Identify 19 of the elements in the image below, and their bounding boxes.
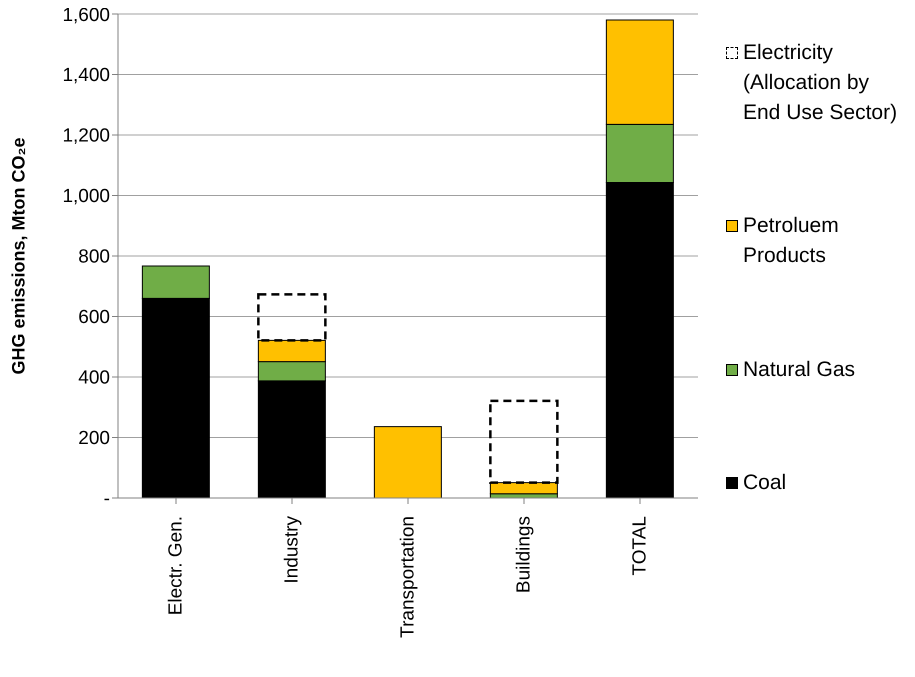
x-tick-label: Transportation — [398, 516, 418, 638]
y-tick-label: 1,200 — [62, 126, 110, 147]
y-tick-label: 200 — [78, 428, 110, 450]
legend-label: Petroluem Products — [743, 213, 840, 270]
x-tick-label: Electr. Gen. — [166, 516, 186, 616]
x-tick-label: Industry — [282, 516, 302, 584]
x-tick-label: TOTAL — [630, 516, 650, 576]
y-axis-title: GHG emissions, Mton CO₂e — [8, 137, 28, 375]
y-tick-label: 400 — [78, 368, 110, 389]
y-tick-label: 600 — [78, 307, 110, 328]
y-tick-label: 800 — [78, 246, 110, 268]
legend-label: Electricity (Allocation by End Use Sector) — [743, 40, 898, 126]
x-tick-label: Buildings — [514, 516, 534, 594]
y-tick-label: - — [104, 488, 110, 510]
legend-label: Coal — [743, 470, 786, 496]
y-tick-label: 1,400 — [62, 65, 110, 86]
legend-label: Natural Gas — [743, 356, 856, 383]
y-tick-label: 1,000 — [62, 186, 110, 208]
bar — [374, 426, 442, 498]
